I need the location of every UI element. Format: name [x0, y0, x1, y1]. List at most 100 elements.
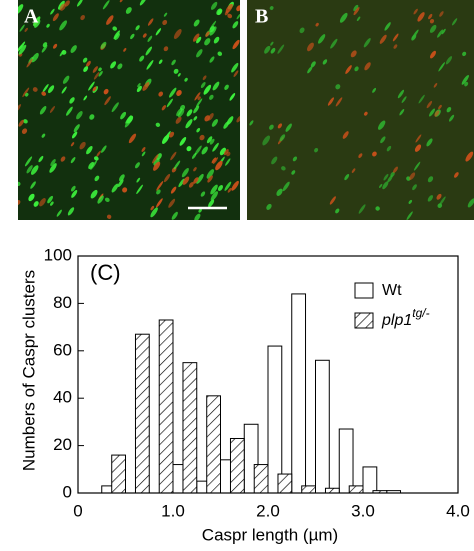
fluorescent-spot	[379, 34, 387, 44]
fluorescent-spot	[175, 116, 182, 124]
histogram: 0 20 40 60 80 100 0 1.0 2.0 3.0 4.0 Caspr length (µ…	[19, 245, 469, 544]
bar	[291, 293, 307, 494]
fluorescent-spot	[113, 30, 121, 40]
fluorescent-spot	[170, 151, 177, 161]
fluorescent-spot	[193, 167, 197, 172]
fluorescent-spot	[314, 147, 319, 153]
fluorescent-spot	[64, 0, 70, 7]
fluorescent-spot	[451, 18, 458, 26]
bar	[134, 333, 150, 494]
fluorescent-spot	[173, 68, 179, 74]
y-tick-label: 60	[53, 340, 72, 359]
fluorescent-spot	[192, 33, 200, 42]
fluorescent-spot	[212, 81, 220, 91]
fluorescent-spot	[236, 13, 240, 20]
fluorescent-spot	[25, 92, 29, 97]
fluorescent-spot	[209, 56, 215, 63]
fluorescent-spot	[69, 97, 75, 104]
fluorescent-spot	[177, 109, 185, 118]
fluorescent-spot	[462, 51, 467, 57]
bar	[348, 485, 364, 494]
fluorescent-spot	[211, 119, 219, 127]
fluorescent-spot	[406, 211, 413, 220]
fluorescent-spot	[437, 29, 444, 38]
fluorescent-spot	[83, 66, 89, 72]
fluorescent-spot	[163, 46, 169, 52]
fluorescent-spot	[454, 172, 459, 178]
fluorescent-spot	[386, 145, 392, 152]
fluorescent-spot	[426, 138, 433, 147]
fluorescent-spot	[208, 199, 215, 208]
fluorescent-spot	[104, 96, 111, 106]
fluorescent-spot	[156, 198, 163, 208]
fluorescent-spot	[358, 204, 366, 214]
fluorescent-spot	[236, 115, 240, 123]
fluorescent-spot	[32, 87, 38, 92]
y-tick-label: 0	[63, 482, 72, 501]
fluorescent-spot	[96, 150, 101, 157]
fluorescent-spot	[434, 110, 440, 117]
x-tick-label: 3.0	[351, 501, 375, 520]
fluorescent-spot	[106, 15, 114, 25]
fluorescent-spot	[162, 19, 168, 26]
fluorescent-spot	[203, 84, 212, 95]
fluorescent-spot	[71, 189, 78, 198]
fluorescent-spot	[71, 131, 78, 139]
fluorescent-spot	[354, 66, 359, 72]
legend-name: Wt	[382, 282, 402, 299]
legend-superscript: tg/-	[412, 306, 429, 320]
annotation: (C)	[90, 260, 121, 285]
y-tick-label: 40	[53, 388, 72, 407]
fluorescent-spot	[135, 162, 140, 169]
fluorescent-spot	[306, 42, 314, 52]
fluorescent-spot	[47, 85, 55, 94]
fluorescent-spot	[269, 6, 274, 10]
fluorescent-spot	[382, 181, 389, 190]
fluorescent-spot	[53, 43, 58, 49]
fluorescent-spot	[318, 34, 326, 44]
fluorescent-spot	[430, 50, 437, 59]
fluorescent-spot	[164, 130, 171, 140]
fluorescent-spot	[351, 168, 356, 173]
fluorescent-spot	[59, 3, 66, 11]
fluorescent-spot	[413, 8, 418, 15]
fluorescent-spot	[136, 177, 141, 183]
fluorescent-spot	[194, 145, 202, 156]
fluorescent-spot	[100, 145, 107, 153]
fluorescent-spot	[307, 66, 313, 74]
fluorescent-spot	[79, 141, 86, 150]
fluorescent-spot	[26, 58, 33, 68]
fluorescent-spot	[151, 154, 159, 164]
fluorescent-spot	[86, 145, 93, 155]
fluorescent-spot	[156, 181, 164, 191]
fluorescent-spot	[358, 153, 363, 159]
fluorescent-spot	[112, 26, 118, 31]
fluorescent-spot	[342, 131, 349, 139]
fluorescent-spot	[206, 169, 215, 179]
fluorescent-spot	[177, 73, 181, 77]
fluorescent-spot	[90, 160, 97, 170]
legend-swatch	[354, 282, 374, 299]
fluorescent-spot	[76, 0, 83, 7]
fluorescent-spot	[88, 161, 95, 170]
fluorescent-spot	[379, 183, 383, 188]
fluorescent-spot	[417, 12, 425, 22]
fluorescent-spot	[90, 189, 98, 199]
fluorescent-spot	[249, 120, 254, 126]
fluorescent-spot	[231, 62, 239, 73]
fluorescent-spot	[285, 123, 292, 132]
fluorescent-spot	[225, 158, 231, 166]
fluorescent-spot	[76, 110, 83, 120]
fluorescent-spot	[185, 119, 193, 129]
fluorescent-spot	[426, 100, 433, 109]
bar	[158, 319, 174, 494]
fluorescent-spot	[196, 49, 203, 58]
fluorescent-spot	[209, 26, 217, 36]
fluorescent-spot	[236, 5, 240, 12]
fluorescent-spot	[136, 85, 142, 93]
fluorescent-spot	[392, 166, 399, 173]
fluorescent-spot	[119, 0, 124, 3]
fluorescent-spot	[207, 175, 213, 183]
fluorescent-spot	[137, 82, 141, 88]
fluorescent-spot	[335, 97, 343, 107]
